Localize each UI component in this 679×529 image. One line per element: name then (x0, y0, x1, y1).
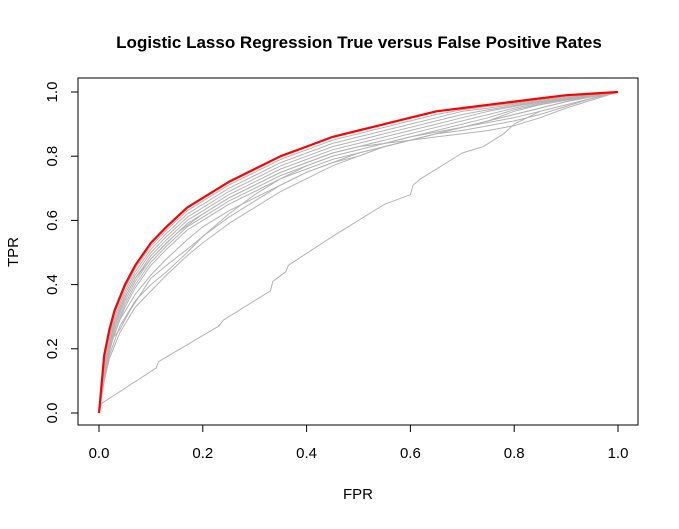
roc-curve-3 (98, 91, 619, 414)
roc-curve-11 (98, 91, 619, 414)
x-axis: 0.0 0.2 0.4 0.6 0.8 1.0 (89, 424, 629, 462)
roc-curve-10 (98, 91, 619, 414)
chart-title: Logistic Lasso Regression True versus Fa… (116, 33, 602, 52)
y-axis-label: TPR (5, 237, 22, 267)
y-tick-label: 0.4 (44, 274, 61, 295)
x-tick-label: 0.8 (504, 445, 525, 462)
roc-curve-12 (98, 91, 619, 414)
x-tick-label: 0.6 (400, 445, 421, 462)
roc-curve-7 (98, 91, 619, 414)
roc-curve-1 (98, 91, 619, 414)
x-tick-label: 0.4 (296, 445, 317, 462)
x-tick-label: 1.0 (608, 445, 629, 462)
y-axis: 0.0 0.2 0.4 0.6 0.8 1.0 (44, 82, 79, 424)
roc-curve-9 (98, 91, 619, 414)
roc-curve-2 (98, 91, 619, 414)
roc-curve-6 (98, 91, 619, 414)
y-tick-label: 0.6 (44, 210, 61, 231)
y-tick-label: 0.2 (44, 338, 61, 359)
roc-curve-highlight (97, 90, 619, 414)
y-tick-label: 0.0 (44, 403, 61, 424)
x-tick-label: 0.2 (192, 445, 213, 462)
roc-curve-13 (98, 91, 619, 414)
series-layer (97, 90, 619, 414)
y-tick-label: 1.0 (44, 82, 61, 103)
y-tick-label: 0.8 (44, 146, 61, 167)
x-axis-label: FPR (343, 486, 373, 503)
x-tick-label: 0.0 (89, 445, 110, 462)
